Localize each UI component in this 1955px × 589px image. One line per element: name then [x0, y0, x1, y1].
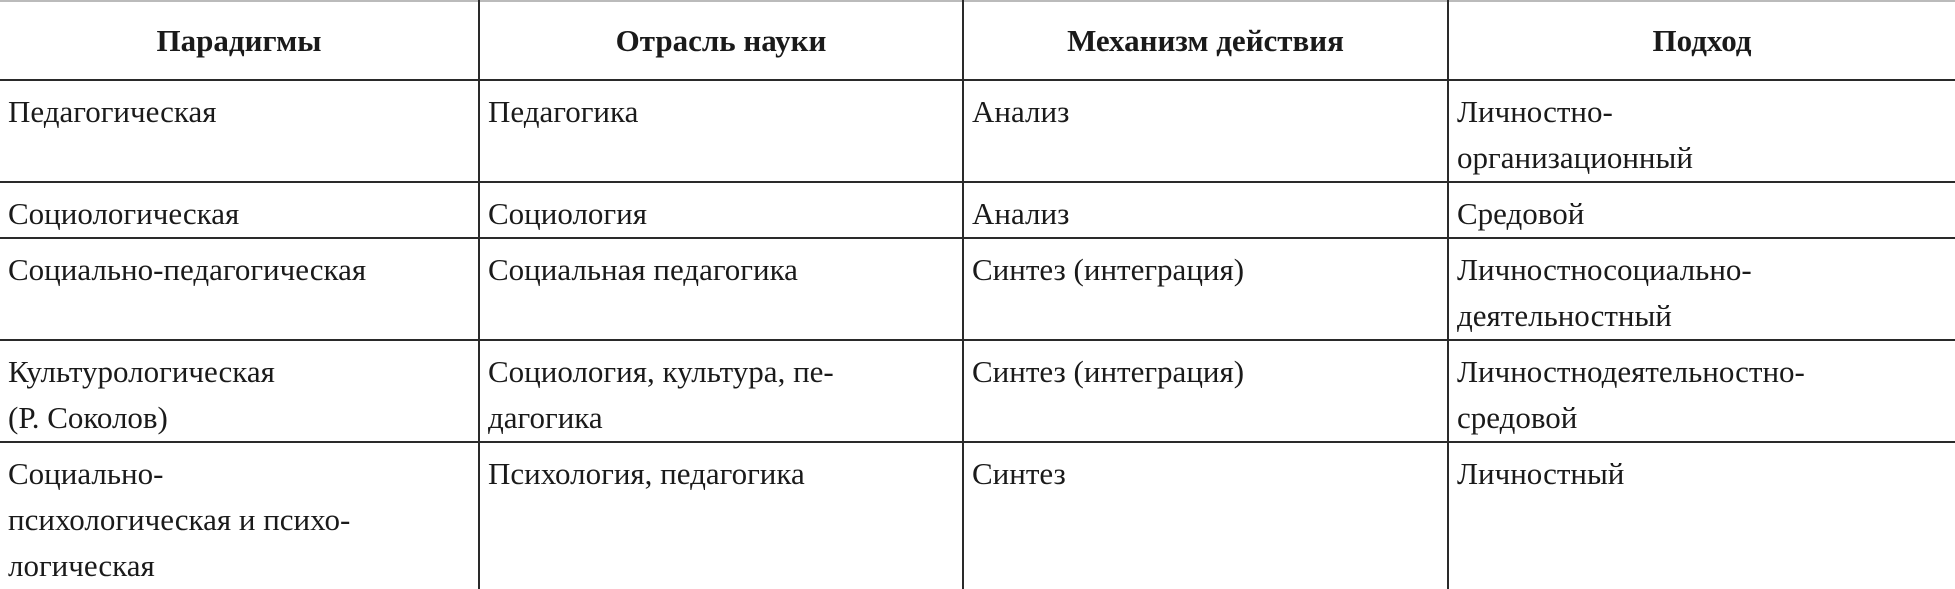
- table-row: Педагогическая Педагогика Анализ Личност…: [0, 79, 1955, 183]
- cell: Анализ: [962, 181, 1449, 239]
- cell: Анализ: [962, 79, 1449, 183]
- header-mechanism: Механизм действия: [962, 0, 1449, 81]
- cell: Личностный: [1447, 441, 1955, 589]
- cell: Педагогическая: [0, 79, 480, 183]
- cell: Культурологическая (Р. Соколов): [0, 339, 480, 443]
- cell: Психология, педагогика: [478, 441, 964, 589]
- cell: Личностнодеятельностно- средовой: [1447, 339, 1955, 443]
- header-science-branch: Отрасль науки: [478, 0, 964, 81]
- cell: Социально- психологическая и психо- логи…: [0, 441, 480, 589]
- table-row: Социологическая Социология Анализ Средов…: [0, 181, 1955, 239]
- cell: Средовой: [1447, 181, 1955, 239]
- table-row: Социально- психологическая и психо- логи…: [0, 441, 1955, 589]
- cell: Социология: [478, 181, 964, 239]
- cell: Педагогика: [478, 79, 964, 183]
- cell: Синтез (интеграция): [962, 237, 1449, 341]
- header-approach: Подход: [1447, 0, 1955, 81]
- cell: Личностно- организационный: [1447, 79, 1955, 183]
- cell: Социологическая: [0, 181, 480, 239]
- cell: Синтез: [962, 441, 1449, 589]
- cell: Социология, культура, пе- дагогика: [478, 339, 964, 443]
- table-row: Социально-педагогическая Социальная педа…: [0, 237, 1955, 341]
- table-header-row: Парадигмы Отрасль науки Механизм действи…: [0, 0, 1955, 81]
- cell: Социальная педагогика: [478, 237, 964, 341]
- cell: Синтез (интеграция): [962, 339, 1449, 443]
- cell: Социально-педагогическая: [0, 237, 480, 341]
- table-row: Культурологическая (Р. Соколов) Социолог…: [0, 339, 1955, 443]
- header-paradigms: Парадигмы: [0, 0, 480, 81]
- cell: Личностносоциально- деятельностный: [1447, 237, 1955, 341]
